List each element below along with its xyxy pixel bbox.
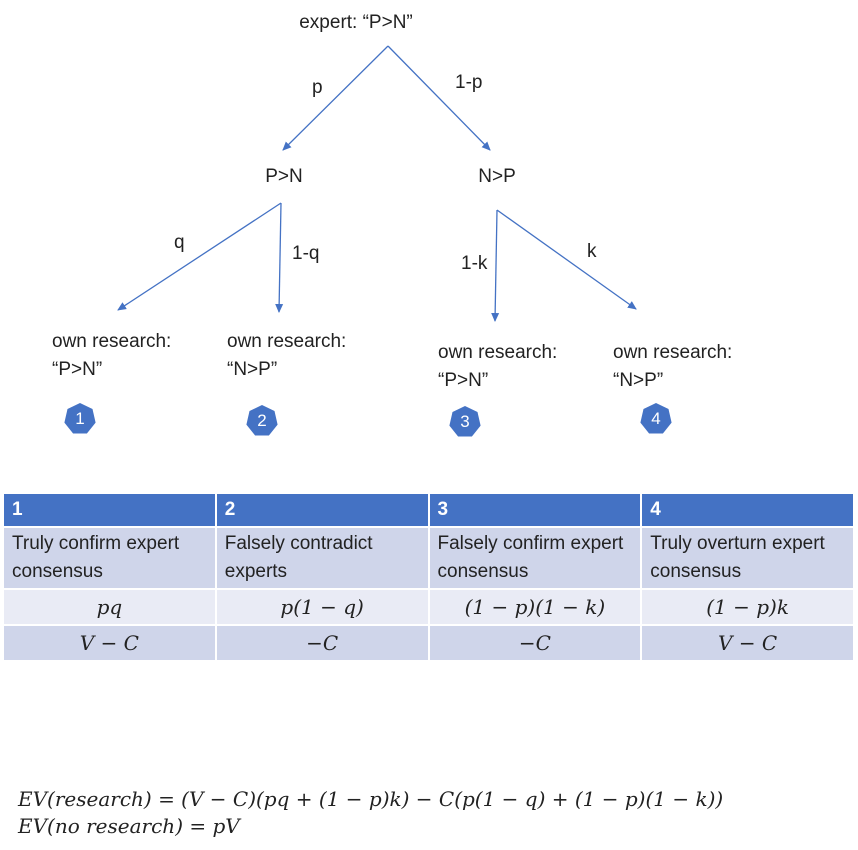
root-node-label: expert: “P>N” (299, 12, 413, 33)
leaf-3-badge: 3 (448, 405, 482, 439)
leaf-3: own research: “P>N” (438, 339, 557, 395)
arrow-pn-to-leaf2 (275, 202, 284, 313)
leaf-2-badge: 2 (245, 404, 279, 438)
leaf-2-badge-number: 2 (257, 411, 267, 430)
leaf-4-line2: “N>P” (613, 370, 664, 391)
leaf-4-badge-number: 4 (651, 409, 661, 428)
leaf-4-line1: own research: (613, 342, 733, 363)
table-row-description: Truly confirm expert consensus Falsely c… (2, 526, 855, 590)
edge-label-1-p: 1-p (455, 72, 483, 93)
table-header-cell: 3 (427, 492, 643, 528)
node-label-np: N>P (478, 166, 516, 187)
formula-ev-research: EV(research) = (V − C)(pq + (1 − p)k) − … (18, 787, 724, 811)
leaf-1: own research: “P>N” (52, 328, 171, 384)
formula-ev-no-research: EV(no research) = pV (18, 814, 240, 838)
table-cell-value: V − C (640, 624, 855, 662)
leaf-3-line2: “P>N” (438, 370, 489, 391)
arrow-np-to-leaf3 (491, 209, 500, 322)
table-cell-description: Falsely confirm expert consensus (427, 526, 643, 590)
heptagon-icon (246, 405, 278, 436)
table-cell-probability: p(1 − q) (214, 588, 430, 626)
heptagon-icon (64, 403, 96, 434)
decision-tree (117, 45, 637, 322)
table-header-cell: 1 (2, 492, 217, 528)
heptagon-icon (449, 406, 481, 437)
leaf-3-line1: own research: (438, 342, 558, 363)
table-row-value: V − C −C −C V − C (2, 624, 855, 662)
table-header-row: 1 2 3 4 (2, 492, 855, 528)
edge-label-1-q: 1-q (292, 243, 320, 264)
table-cell-description: Truly confirm expert consensus (2, 526, 217, 590)
arrow-np-to-leaf4 (496, 209, 637, 310)
table-cell-probability: (1 − p)(1 − k) (427, 588, 643, 626)
table-row-probability: pq p(1 − q) (1 − p)(1 − k) (1 − p)k (2, 588, 855, 626)
node-label-pn: P>N (265, 166, 303, 187)
table-cell-probability: (1 − p)k (640, 588, 855, 626)
leaf-1-line2: “P>N” (52, 359, 103, 380)
leaf-1-badge: 1 (63, 402, 97, 436)
edge-label-k: k (587, 241, 597, 262)
arrow-root-to-pn (282, 45, 389, 151)
edge-label-q: q (174, 232, 185, 253)
leaf-2: own research: “N>P” (227, 328, 346, 384)
leaf-1-badge-number: 1 (75, 409, 85, 428)
leaf-3-badge-number: 3 (460, 412, 470, 431)
table-header-cell: 2 (214, 492, 430, 528)
edge-label-1-k: 1-k (461, 253, 488, 274)
outcome-table: 1 2 3 4 Truly confirm expert consensus F… (2, 492, 855, 662)
leaf-4-badge: 4 (639, 402, 673, 436)
table-cell-value: −C (427, 624, 643, 662)
leaf-4: own research: “N>P” (613, 339, 732, 395)
heptagon-icon (640, 403, 672, 434)
table-cell-value: −C (214, 624, 430, 662)
leaf-1-line1: own research: (52, 331, 172, 352)
table-cell-probability: pq (2, 588, 217, 626)
table-header-cell: 4 (640, 492, 855, 528)
leaf-2-line2: “N>P” (227, 359, 278, 380)
leaf-2-line1: own research: (227, 331, 347, 352)
edge-label-p: p (312, 77, 323, 98)
arrow-root-to-np (387, 45, 491, 151)
arrow-pn-to-leaf1 (117, 202, 282, 311)
table-cell-description: Falsely contradict experts (214, 526, 430, 590)
table-cell-value: V − C (2, 624, 217, 662)
table-cell-description: Truly overturn expert consensus (640, 526, 855, 590)
